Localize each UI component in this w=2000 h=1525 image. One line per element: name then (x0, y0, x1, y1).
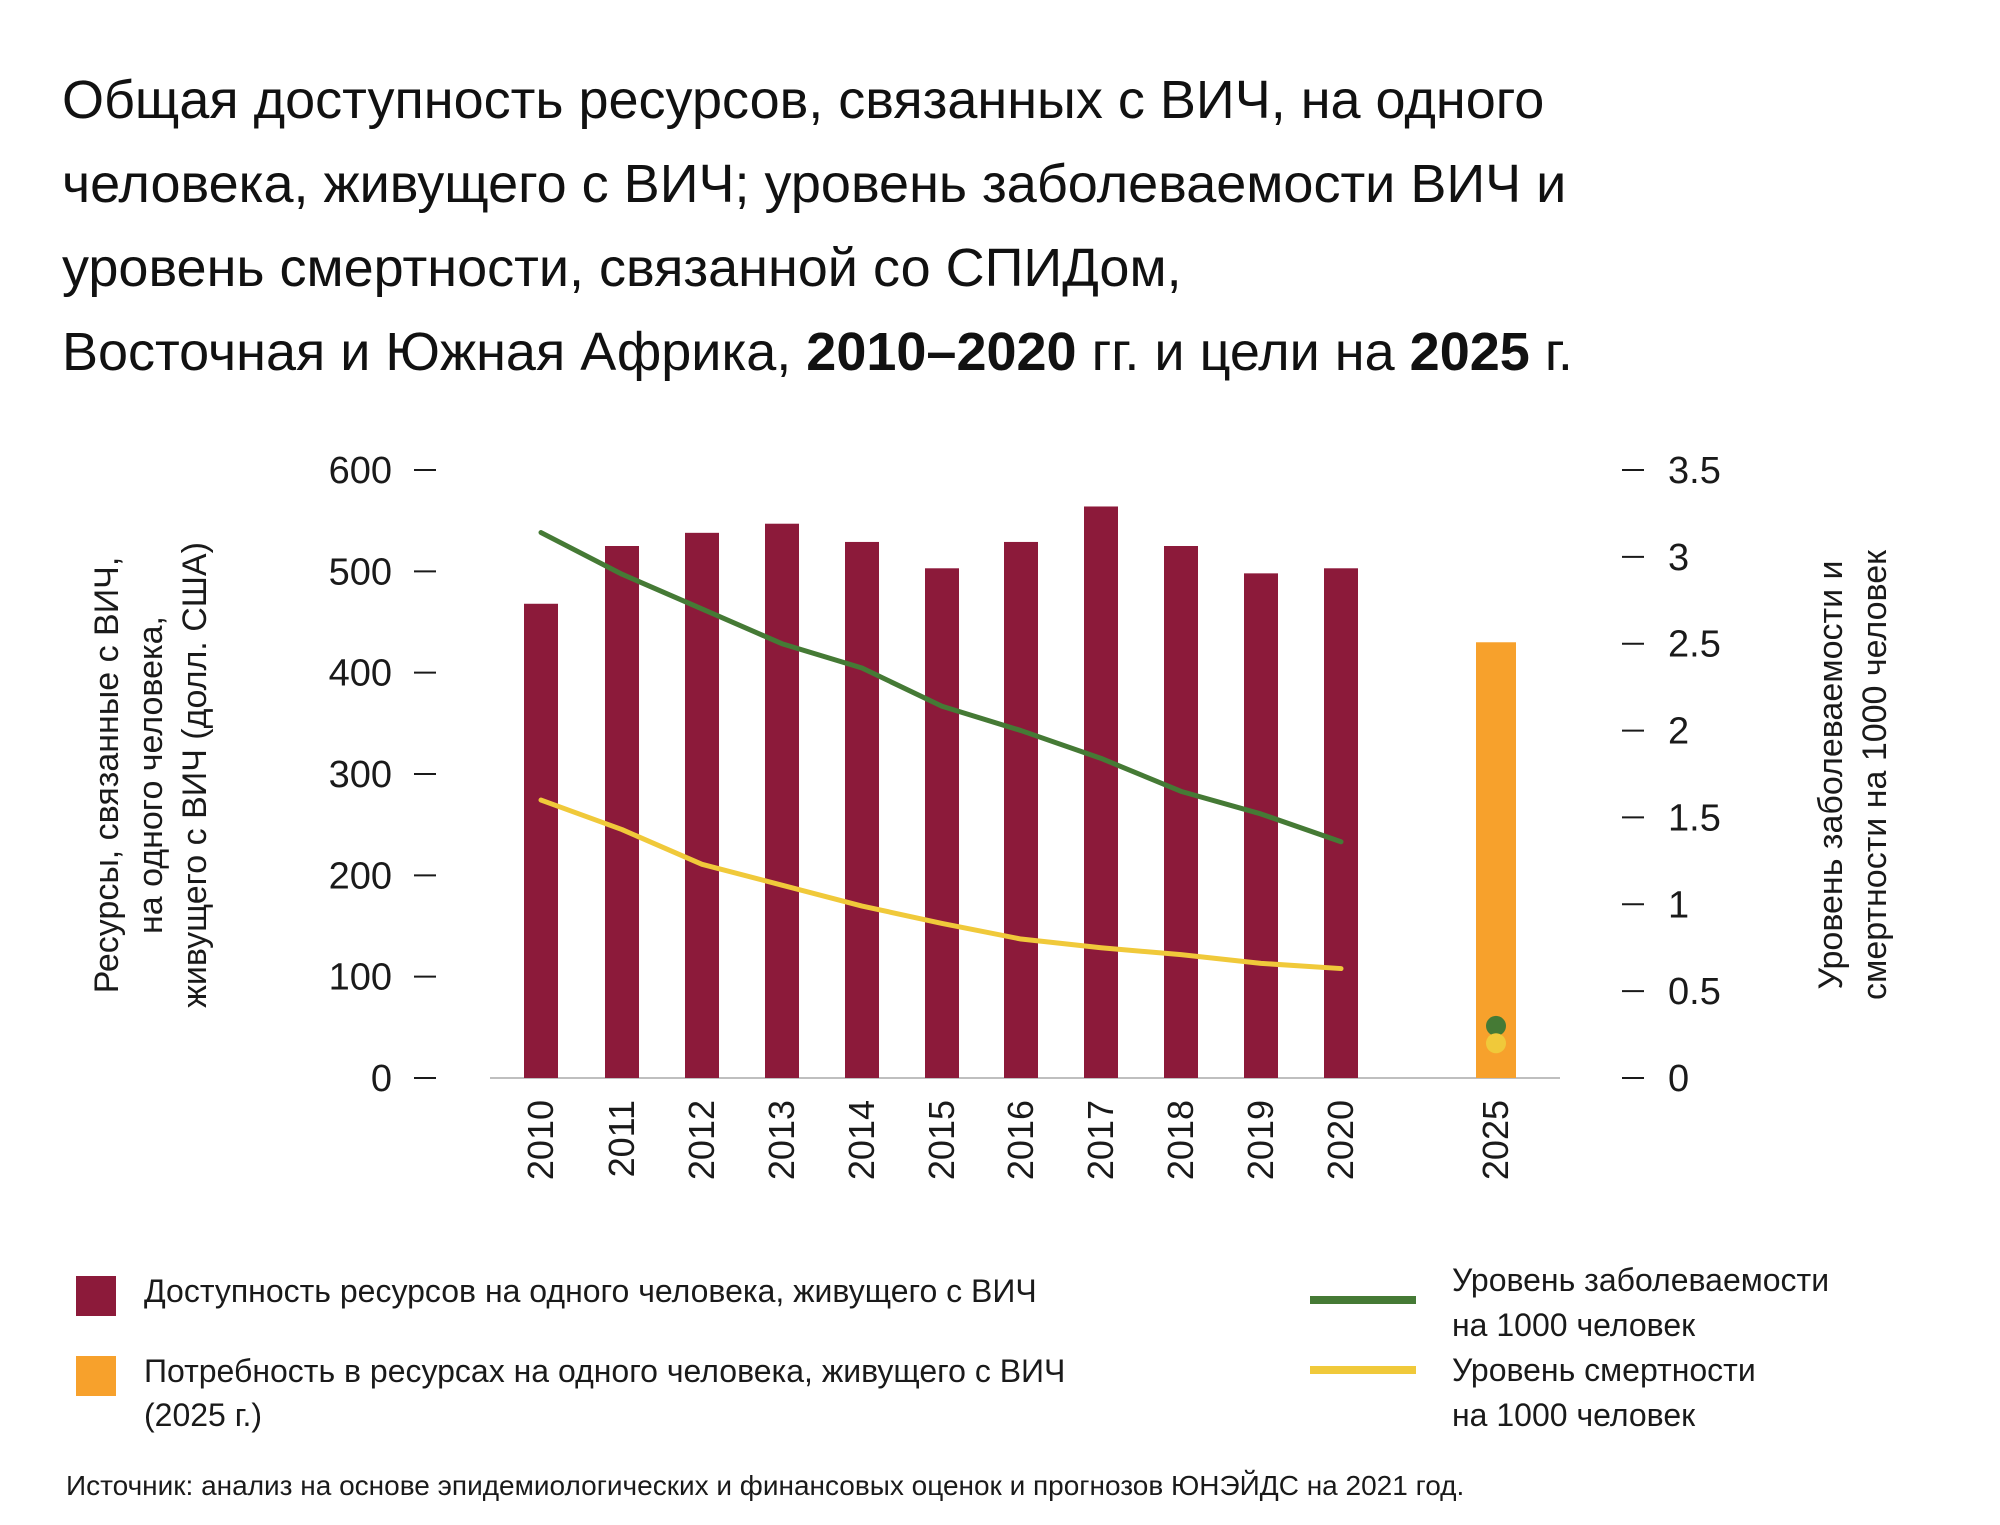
bar-available-2012 (685, 532, 719, 1078)
left-axis-title: Ресурсы, связанные с ВИЧ, на одного челов… (88, 542, 214, 1008)
legend-label-needed-2: (2025 г.) (144, 1397, 263, 1433)
left-tick-label: 500 (329, 551, 392, 593)
legend-label-mortality-1: Уровень смертности (1452, 1352, 1756, 1388)
title-line-2: человека, живущего с ВИЧ; уровень заболе… (62, 154, 1567, 214)
left-tick-label: 400 (329, 653, 392, 695)
bar-available-2019 (1244, 573, 1278, 1078)
bar-available-2016 (1004, 541, 1038, 1078)
right-tick-label: 1.5 (1668, 797, 1721, 839)
left-tick-label: 200 (329, 855, 392, 897)
right-tick-label: 3 (1668, 537, 1689, 579)
legend-line-incidence (1310, 1296, 1416, 1304)
legend-label-incidence-1: Уровень заболеваемости (1452, 1262, 1830, 1298)
bar-available-2020 (1324, 568, 1358, 1078)
x-tick-label-2010: 2010 (520, 1100, 561, 1180)
title-line-3: уровень смертности, связанной со СПИДом, (62, 238, 1182, 298)
x-tick-label-2019: 2019 (1240, 1100, 1281, 1180)
bar-available-2010 (524, 603, 558, 1078)
mortality-target-2025-dot (1486, 1033, 1506, 1054)
left-axis-title-line: Ресурсы, связанные с ВИЧ, (88, 557, 126, 994)
title-year-suffix: г. (1529, 322, 1573, 382)
x-axis-labels: 2010 2011 2012 2013 2014 2015 2016 2017 2018 2019… (520, 1100, 1516, 1180)
right-axis-title-line: Уровень заболеваемости и (1812, 560, 1850, 989)
bar-available-2011 (605, 546, 639, 1078)
left-axis-title-line: на одного человека, (132, 616, 170, 934)
bar-available-2017 (1084, 506, 1118, 1079)
left-axis-ticks: 0 100 200 300 400 500 600 (329, 450, 436, 1100)
right-axis-title: Уровень заболеваемости и смертности на 10… (1812, 549, 1894, 1000)
chart: Ресурсы, связанные с ВИЧ, на одного челов… (88, 450, 1894, 1180)
legend-swatch-available (76, 1276, 116, 1316)
right-tick-label: 0 (1668, 1058, 1689, 1100)
right-tick-label: 2 (1668, 711, 1689, 753)
x-tick-label-2020: 2020 (1320, 1100, 1361, 1180)
title-line-4: Восточная и Южная Африка, 2010–2020 гг. … (62, 310, 1962, 394)
right-axis-ticks: 0 0.5 1 1.5 2 2.5 3 3.5 (1622, 450, 1721, 1100)
right-tick-label: 3.5 (1668, 450, 1721, 492)
series-lines (538, 530, 1344, 972)
legend-label-needed-1: Потребность в ресурсах на одного человек… (144, 1353, 1066, 1389)
source-note: Источник: анализ на основе эпидемиологич… (66, 1470, 1465, 1501)
x-tick-label-2014: 2014 (841, 1100, 882, 1180)
left-tick-label: 100 (329, 957, 392, 999)
title-target-year: 2025 (1409, 322, 1530, 382)
left-tick-label: 600 (329, 450, 392, 492)
legend-swatch-needed (76, 1356, 116, 1396)
bar-available-2015 (925, 568, 959, 1078)
right-tick-label: 1 (1668, 884, 1689, 926)
legend-label-incidence-2: на 1000 человек (1452, 1307, 1696, 1343)
left-tick-label: 300 (329, 754, 392, 796)
legend-label-available: Доступность ресурсов на одного человека,… (144, 1273, 1037, 1309)
incidence-line (538, 530, 1344, 845)
x-tick-label-2011: 2011 (601, 1100, 642, 1177)
legend-label-mortality-2: на 1000 человек (1452, 1397, 1696, 1433)
x-tick-label-2012: 2012 (681, 1100, 722, 1180)
x-tick-label-2015: 2015 (921, 1100, 962, 1180)
bar-available-2014 (845, 541, 879, 1078)
legend-line-mortality (1310, 1366, 1416, 1374)
incidence-target-2025-dot (1486, 1015, 1506, 1036)
mortality-line (538, 797, 1344, 972)
axis-titles: Ресурсы, связанные с ВИЧ, на одного челов… (88, 542, 1894, 1008)
left-tick-label: 0 (371, 1058, 392, 1100)
title-goals-text: гг. и цели на (1076, 322, 1410, 382)
bar-needed-2025 (1476, 642, 1516, 1078)
bar-available-2013 (765, 523, 799, 1078)
chart-title: Общая доступность ресурсов, связанных с … (62, 58, 1962, 394)
x-tick-label-2017: 2017 (1080, 1100, 1121, 1180)
x-tick-label-2018: 2018 (1160, 1100, 1201, 1180)
x-tick-label-2025: 2025 (1475, 1100, 1516, 1180)
target-markers (1486, 1015, 1506, 1054)
bar-available-2018 (1164, 546, 1198, 1078)
right-tick-label: 0.5 (1668, 971, 1721, 1013)
title-region: Восточная и Южная Африка, (62, 322, 807, 382)
right-axis-title-line: смертности на 1000 человек (1856, 549, 1894, 1000)
right-tick-label: 2.5 (1668, 624, 1721, 666)
title-line-1: Общая доступность ресурсов, связанных с … (62, 70, 1545, 130)
bars (524, 506, 1516, 1079)
left-axis-title-line: живущего с ВИЧ (долл. США) (176, 542, 214, 1008)
x-tick-label-2016: 2016 (1000, 1100, 1041, 1180)
x-tick-label-2013: 2013 (761, 1100, 802, 1180)
title-year-range: 2010–2020 (806, 322, 1077, 382)
